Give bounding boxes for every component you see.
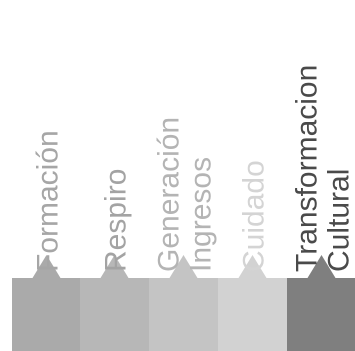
stage-label-0-line-0: Formación [32,130,65,272]
stage-block-0 [12,278,81,351]
stage-arrow-0 [32,255,61,278]
stage-block-1 [80,278,149,351]
stage-arrow-3 [238,255,267,278]
stage-arrow-2 [169,255,198,278]
stage-label-3-line-0: Cuidado [238,160,271,272]
stage-block-2 [149,278,218,351]
stage-label-2-line-1: Ingresos [185,157,218,272]
stage-label-1-line-0: Respiro [100,169,133,272]
stage-label-4-line-0: Transformacion [291,65,324,272]
stage-block-3 [218,278,287,351]
stage-block-4 [287,278,355,351]
stage-arrow-1 [100,255,129,278]
stage-label-4-line-1: Cultural [323,169,355,272]
stage-label-2-line-0: Generación [153,117,186,272]
stage-arrow-4 [307,255,336,278]
